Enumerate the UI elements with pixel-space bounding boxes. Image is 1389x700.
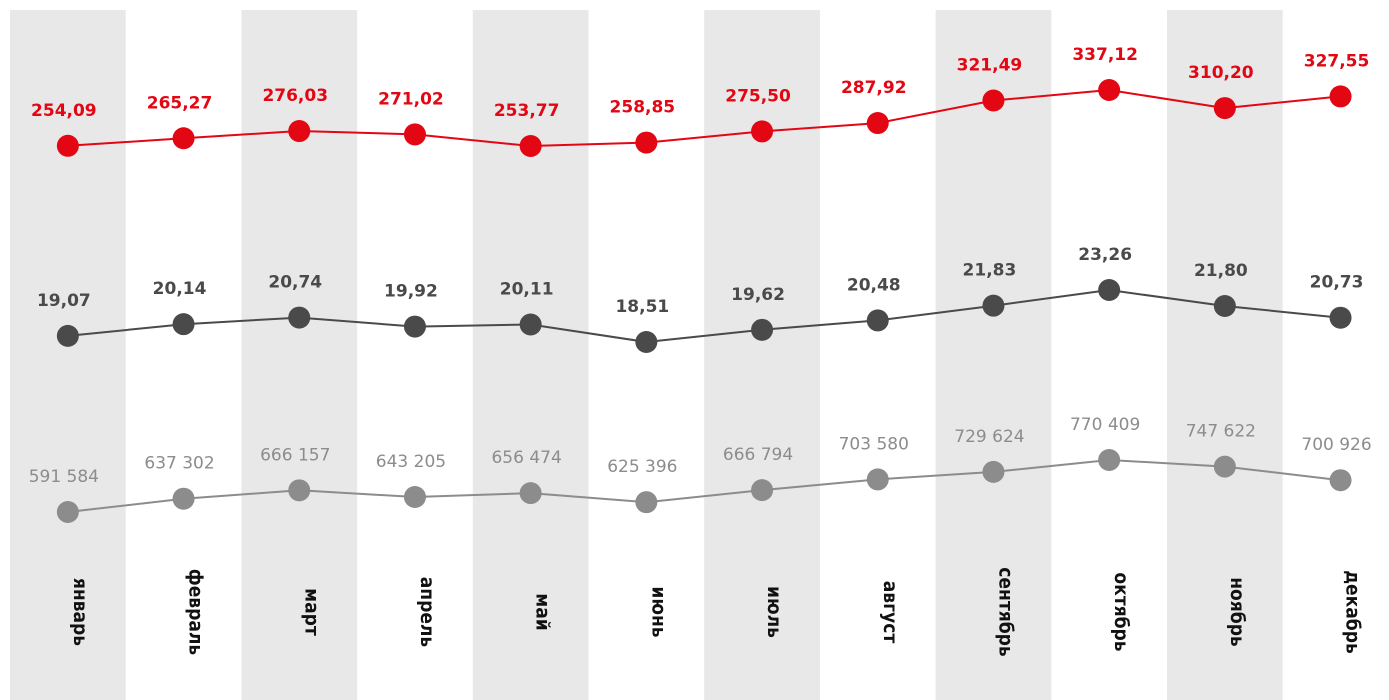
month-label-6: июнь	[647, 586, 669, 637]
data-label-dark-4: 19,92	[384, 282, 438, 302]
data-point-dark-9	[982, 294, 1005, 317]
data-point-dark-6	[635, 331, 658, 353]
data-point-red-7	[751, 120, 774, 143]
data-label-light-11: 747 622	[1186, 422, 1256, 442]
series-points	[56, 79, 1352, 523]
column-band-1	[10, 10, 126, 700]
data-point-dark-11	[1213, 294, 1236, 317]
series-lines	[67, 88, 1341, 513]
data-point-red-1	[56, 134, 79, 157]
data-label-red-11: 310,20	[1188, 63, 1254, 83]
data-label-light-6: 625 396	[607, 457, 677, 477]
data-point-light-8	[866, 468, 889, 491]
data-point-red-3	[288, 120, 311, 143]
column-band-11	[1167, 10, 1283, 700]
data-label-dark-3: 20,74	[268, 273, 322, 293]
data-label-red-6: 258,85	[610, 98, 676, 118]
data-label-red-5: 253,77	[494, 101, 560, 121]
data-point-light-6	[635, 491, 658, 514]
data-label-light-3: 666 157	[260, 445, 330, 465]
data-point-dark-3	[288, 306, 311, 329]
data-point-dark-1	[56, 324, 79, 347]
data-label-light-2: 637 302	[144, 454, 214, 474]
data-label-dark-1: 19,07	[37, 291, 91, 311]
data-label-red-12: 327,55	[1304, 51, 1370, 71]
data-point-red-6	[635, 131, 658, 154]
data-label-dark-6: 18,51	[615, 297, 669, 317]
data-point-dark-8	[866, 309, 889, 332]
data-point-light-5	[519, 482, 542, 505]
data-point-dark-7	[751, 318, 774, 341]
data-label-light-4: 643 205	[376, 452, 446, 472]
data-point-light-4	[403, 485, 426, 508]
data-label-red-7: 275,50	[725, 86, 791, 106]
column-band-9	[935, 10, 1052, 700]
data-point-red-5	[519, 135, 542, 157]
month-label-5: май	[532, 593, 554, 630]
data-labels: 254,09 265,27 276,03 271,02 253,77 258,85 275,…	[29, 45, 1372, 487]
data-label-dark-2: 20,14	[153, 279, 207, 299]
data-point-light-10	[1098, 449, 1121, 471]
data-label-light-10: 770 409	[1070, 415, 1140, 435]
month-label-12: декабрь	[1342, 570, 1364, 654]
data-label-red-4: 271,02	[378, 89, 444, 109]
data-point-dark-4	[403, 315, 426, 338]
data-label-dark-11: 21,80	[1194, 261, 1248, 281]
data-label-dark-8: 20,48	[847, 275, 901, 295]
column-band-3	[241, 10, 358, 700]
data-point-light-3	[288, 479, 311, 502]
data-point-red-4	[403, 123, 426, 146]
data-label-light-9: 729 624	[954, 427, 1024, 447]
data-point-red-9	[982, 89, 1005, 112]
data-point-light-9	[982, 460, 1005, 483]
month-label-10: октябрь	[1110, 572, 1132, 651]
series-line-red	[67, 88, 1341, 148]
month-label-11: ноябрь	[1226, 577, 1248, 647]
data-point-light-12	[1329, 469, 1352, 492]
data-label-dark-9: 21,83	[963, 261, 1017, 281]
data-point-light-11	[1213, 455, 1236, 478]
data-point-red-12	[1329, 85, 1352, 108]
month-label-4: апрель	[416, 577, 438, 648]
data-label-dark-10: 23,26	[1078, 245, 1132, 265]
data-point-light-2	[172, 487, 195, 510]
data-label-light-8: 703 580	[839, 434, 909, 454]
month-label-3: март	[300, 588, 322, 636]
data-label-light-5: 656 474	[491, 448, 561, 468]
month-label-1: январь	[69, 578, 91, 646]
data-label-light-12: 700 926	[1301, 435, 1371, 455]
data-point-red-8	[866, 112, 889, 135]
data-label-red-1: 254,09	[31, 101, 97, 121]
data-label-red-3: 276,03	[262, 86, 328, 106]
data-label-dark-5: 20,11	[500, 279, 554, 299]
data-point-dark-12	[1329, 306, 1352, 329]
data-point-red-11	[1213, 97, 1236, 120]
month-label-9: сентябрь	[994, 567, 1016, 657]
data-point-dark-2	[172, 313, 195, 336]
data-label-red-10: 337,12	[1072, 45, 1138, 65]
series-line-dark	[67, 288, 1341, 344]
data-label-light-1: 591 584	[29, 467, 99, 487]
data-point-light-7	[751, 479, 774, 502]
data-label-red-9: 321,49	[957, 56, 1023, 76]
series-line-light	[67, 458, 1341, 513]
column-band-7	[704, 10, 820, 700]
data-label-dark-7: 19,62	[731, 285, 785, 305]
data-label-light-7: 666 794	[723, 445, 793, 465]
month-label-8: август	[879, 581, 901, 644]
column-band-5	[472, 10, 589, 700]
data-label-dark-12: 20,73	[1310, 273, 1364, 293]
data-point-dark-10	[1098, 279, 1121, 301]
data-label-red-8: 287,92	[841, 78, 907, 98]
x-axis-labels: январь февраль март апрель май июнь июль август…	[69, 567, 1364, 657]
data-point-light-1	[56, 501, 79, 523]
data-point-dark-5	[519, 313, 542, 336]
data-point-red-10	[1098, 79, 1121, 101]
month-label-2: февраль	[185, 569, 207, 656]
data-label-red-2: 265,27	[147, 93, 213, 113]
month-label-7: июль	[763, 586, 785, 638]
data-point-red-2	[172, 127, 195, 150]
